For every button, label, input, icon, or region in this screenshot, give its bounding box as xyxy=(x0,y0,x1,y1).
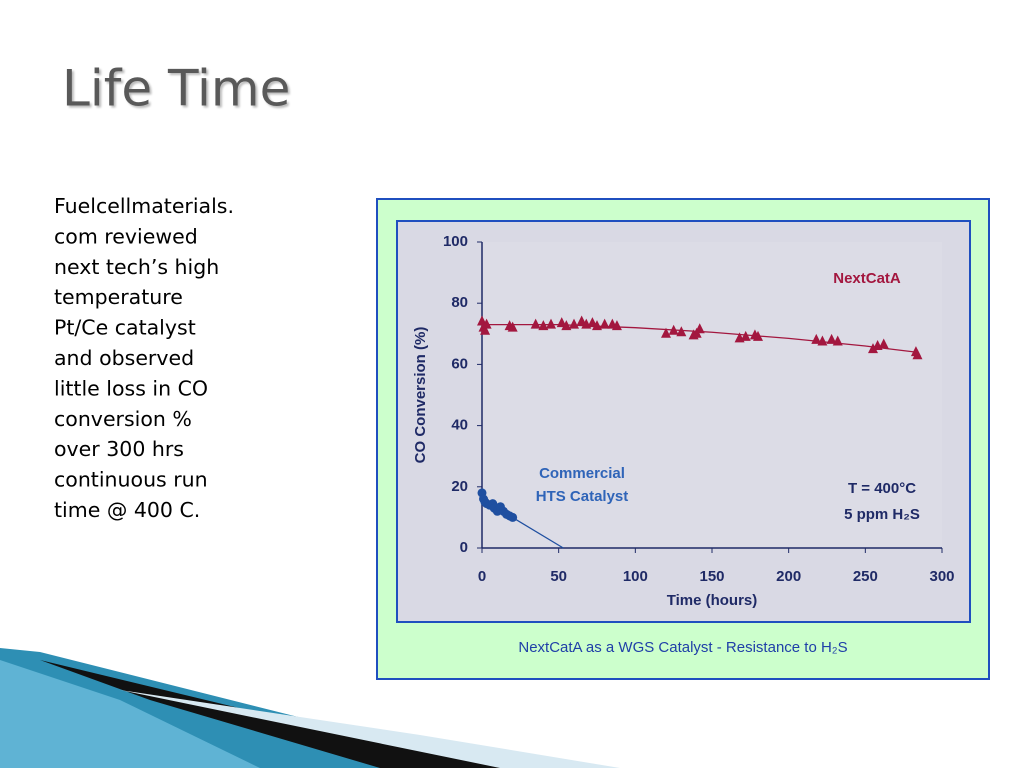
plot-area xyxy=(482,242,942,548)
data-point xyxy=(599,318,610,329)
y-axis-label: CO Conversion (%) xyxy=(412,327,429,464)
data-point xyxy=(481,318,492,329)
body-text: Fuelcellmaterials. com reviewed next tech’… xyxy=(54,194,234,522)
y-tick-label: 0 xyxy=(460,539,468,556)
body-line: com reviewed xyxy=(54,224,198,248)
data-point xyxy=(561,320,572,331)
body-line: Pt/Ce catalyst xyxy=(54,316,196,340)
x-tick-label: 0 xyxy=(478,568,486,585)
data-point xyxy=(740,330,751,341)
chart: 0 20 40 60 80 100 0 50 100 150 200 250 300 Time (hour… xyxy=(412,233,955,656)
data-point xyxy=(694,323,705,334)
x-tick-label: 300 xyxy=(929,568,954,585)
data-point xyxy=(569,318,579,329)
y-tick-label: 20 xyxy=(451,478,468,495)
x-tick-label: 150 xyxy=(699,568,724,585)
data-point xyxy=(817,335,828,346)
data-point xyxy=(832,335,843,346)
data-point xyxy=(592,320,602,331)
body-line: conversion % xyxy=(54,407,192,431)
data-point xyxy=(868,343,878,354)
body-line: and observed xyxy=(54,346,194,370)
y-tick-label: 80 xyxy=(451,294,468,311)
data-point xyxy=(508,512,518,522)
y-tick-label: 100 xyxy=(443,233,468,250)
condition: T = 400°C xyxy=(848,480,916,497)
slide-title: Life Time xyxy=(62,60,290,118)
data-point xyxy=(753,330,763,341)
caption: NextCatA as a WGS Catalyst - Resistance … xyxy=(518,639,847,656)
data-point xyxy=(661,327,671,338)
x-tick-label: 100 xyxy=(623,568,648,585)
condition: 5 ppm H₂S xyxy=(844,506,920,523)
body-line: Fuelcellmaterials. xyxy=(54,194,234,218)
data-point xyxy=(668,324,679,335)
data-point xyxy=(507,321,518,332)
body-line: continuous run xyxy=(54,468,208,492)
body-line: next tech’s high xyxy=(54,255,219,279)
series-label: NextCatA xyxy=(833,270,901,287)
data-point xyxy=(878,338,889,349)
data-point xyxy=(546,318,556,329)
data-point xyxy=(912,349,923,360)
x-tick-label: 200 xyxy=(776,568,801,585)
x-tick-label: 50 xyxy=(550,568,567,585)
body-line: over 300 hrs xyxy=(54,437,184,461)
data-point xyxy=(611,320,622,331)
body-line: little loss in CO xyxy=(54,376,208,400)
series-label: HTS Catalyst xyxy=(536,488,629,505)
y-tick-label: 60 xyxy=(451,355,468,372)
data-point xyxy=(480,324,491,335)
decoration xyxy=(0,660,260,768)
data-point xyxy=(530,318,541,329)
data-point xyxy=(676,326,687,337)
data-point xyxy=(538,320,549,331)
data-point xyxy=(811,333,822,344)
y-tick-label: 40 xyxy=(451,417,468,434)
x-axis-label: Time (hours) xyxy=(667,592,758,609)
series-label: Commercial xyxy=(539,465,625,482)
body-line: temperature xyxy=(54,285,183,309)
x-tick-label: 250 xyxy=(853,568,878,585)
data-point xyxy=(826,333,837,344)
body-line: time @ 400 C. xyxy=(54,498,200,522)
decoration xyxy=(120,690,620,768)
